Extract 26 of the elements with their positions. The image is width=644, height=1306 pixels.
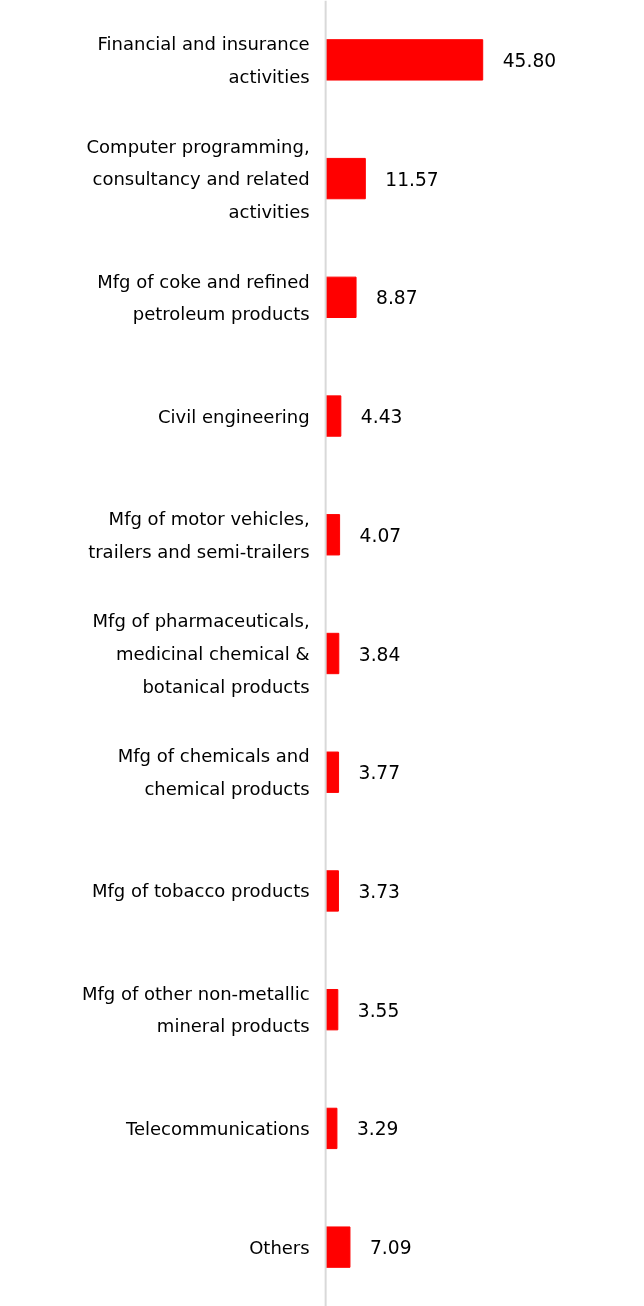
y-tick-label: Mfg of pharmaceuticals, medicinal chemical & botanical products: [92, 610, 310, 697]
data-label: 45.80: [502, 49, 557, 71]
y-tick-label: Telecommunications: [124, 1117, 310, 1139]
data-label: 4.43: [360, 406, 403, 428]
bar: [325, 1226, 351, 1268]
data-label: 4.07: [359, 524, 402, 546]
y-tick-label: Others: [249, 1236, 310, 1258]
y-tick-label: Financial and insurance activities: [97, 33, 310, 87]
data-label: 3.55: [357, 999, 400, 1021]
data-label: 7.09: [369, 1237, 412, 1259]
y-tick-label: Civil engineering: [157, 405, 310, 427]
data-label: 3.77: [358, 762, 401, 784]
y-tick-label: Mfg of motor vehicles, trailers and semi-trailers: [88, 508, 310, 562]
y-tick-label: Computer programming, consultancy and related activities: [86, 135, 310, 222]
y-tick-label: Mfg of chemicals and chemical products: [117, 745, 310, 799]
y-tick-label: Mfg of tobacco products: [91, 880, 310, 902]
y-tick-label: Mfg of other non-metallic mineral products: [81, 982, 310, 1037]
data-label: 11.57: [385, 168, 439, 190]
data-label: 3.29: [356, 1118, 399, 1140]
data-label: 3.84: [358, 643, 401, 665]
data-label: 8.87: [376, 287, 418, 309]
bar: [325, 157, 366, 200]
bar: [325, 276, 357, 318]
y-tick-label: Mfg of coke and refined petroleum products: [97, 270, 310, 325]
data-label: 3.73: [358, 880, 400, 902]
bar: [325, 39, 484, 81]
